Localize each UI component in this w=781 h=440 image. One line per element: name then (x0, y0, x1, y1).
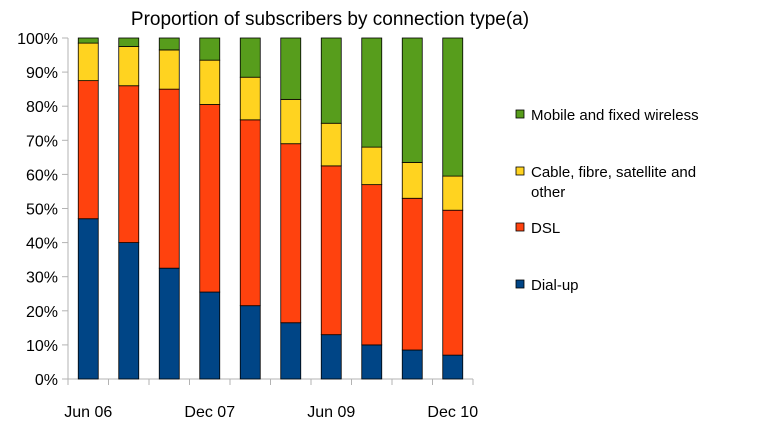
bar-segment (118, 46, 140, 87)
bar-segment (401, 162, 423, 199)
bar-segment (280, 322, 302, 380)
bar-segment (158, 49, 180, 90)
bar-segment (158, 267, 180, 380)
bar-segment (442, 175, 464, 211)
y-tick-label: 80% (26, 99, 58, 116)
x-tick-label: Jun 06 (64, 404, 112, 421)
y-tick-label: 50% (26, 202, 58, 219)
x-tick-label: Dec 07 (184, 404, 235, 421)
bar-segment (199, 37, 221, 61)
bar-segment (361, 184, 383, 346)
y-axis: 0% 10% 20% 30% 40% 50% 60% 70% 80% 90% 100% (17, 31, 69, 389)
bar-segment (280, 37, 302, 100)
bar-segment (77, 37, 99, 44)
y-tick-label: 90% (26, 65, 58, 82)
bar-segment (401, 37, 423, 163)
y-tick-label: 60% (26, 167, 58, 184)
legend-label: Cable, fibre, satellite and other (531, 164, 696, 201)
bar-segment (320, 122, 342, 167)
bar-segment (199, 59, 221, 105)
y-tick-label: 10% (26, 338, 58, 355)
x-tick-label: Jun 09 (307, 404, 355, 421)
legend-label: DSL (531, 220, 560, 237)
y-tick-label: 20% (26, 304, 58, 321)
bar-segment (199, 104, 221, 293)
bar-segment (320, 37, 342, 124)
legend-label: Dial-up (531, 277, 579, 294)
bars (77, 37, 464, 380)
legend-swatch (515, 222, 525, 232)
x-tick-label: Dec 10 (427, 404, 478, 421)
bar-segment (239, 76, 261, 121)
bar-segment (199, 291, 221, 380)
bar-segment (361, 344, 383, 380)
bar-segment (158, 37, 180, 51)
bar-segment (77, 80, 99, 220)
bar-segment (77, 218, 99, 380)
bar-segment (158, 88, 180, 269)
legend-swatch (515, 109, 525, 119)
bar-segment (320, 334, 342, 380)
bar-segment (442, 37, 464, 177)
legend: Mobile and fixed wireless Cable, fibre, s… (515, 107, 699, 294)
bar-segment (239, 37, 261, 78)
y-tick-label: 30% (26, 270, 58, 287)
bar-segment (77, 42, 99, 82)
bar-segment (401, 349, 423, 380)
bar-segment (320, 165, 342, 336)
chart-title: Proportion of subscribers by connection … (131, 9, 529, 30)
bar-segment (118, 85, 140, 243)
bar-segment (361, 146, 383, 186)
bar-segment (280, 98, 302, 145)
bar-segment (239, 119, 261, 307)
legend-label: Mobile and fixed wireless (531, 107, 699, 124)
legend-swatch (515, 166, 525, 176)
x-axis: Jun 06 Dec 07 Jun 09 Dec 10 (64, 378, 478, 421)
bar-segment (442, 354, 464, 380)
y-tick-label: 100% (17, 31, 58, 48)
y-tick-label: 70% (26, 133, 58, 150)
y-tick-label: 0% (35, 372, 58, 389)
bar-segment (442, 209, 464, 356)
legend-swatch (515, 279, 525, 289)
bar-segment (118, 37, 140, 47)
y-tick-label: 40% (26, 236, 58, 253)
bar-segment (239, 305, 261, 380)
bar-segment (280, 143, 302, 324)
bar-segment (401, 197, 423, 351)
bar-segment (118, 242, 140, 380)
bar-segment (361, 37, 383, 148)
